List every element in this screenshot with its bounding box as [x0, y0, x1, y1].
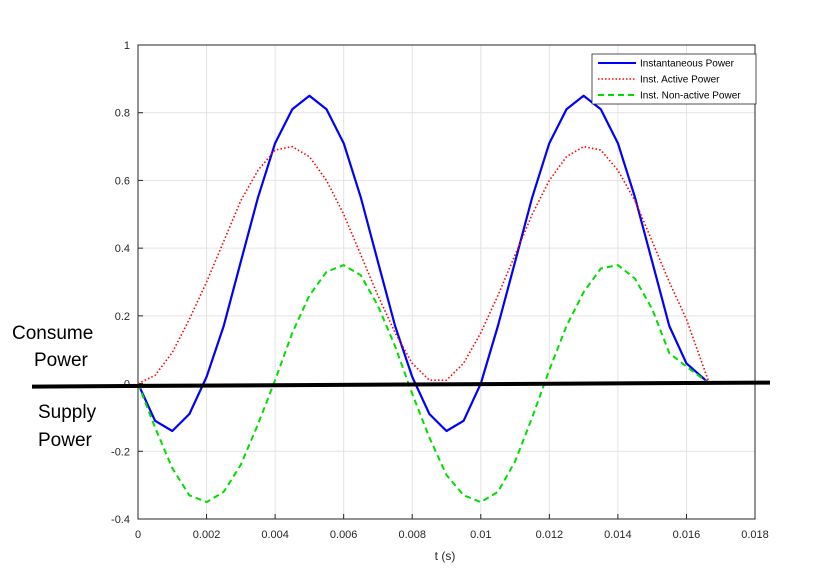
- nonactive-power-line: [137, 264, 710, 504]
- y-tick-label: 0.6: [115, 175, 130, 187]
- supply-power-label: Supply: [38, 402, 97, 423]
- legend-label-instantaneous: Instantaneous Power: [640, 59, 735, 70]
- y-tick-label: -0.2: [111, 446, 130, 458]
- series-layer: [137, 94, 711, 504]
- consume-power-label-2: Power: [34, 350, 89, 371]
- x-tick-label: 0.018: [741, 529, 769, 541]
- legend-label-nonactive: Inst. Non-active Power: [640, 91, 741, 102]
- active-power-line: [137, 145, 711, 385]
- x-tick-label: 0.016: [673, 529, 701, 541]
- x-tick-label: 0.014: [604, 529, 632, 541]
- legend-label-active: Inst. Active Power: [640, 75, 720, 86]
- y-tick-label: -0.4: [111, 514, 130, 526]
- y-tick-label: 0.8: [115, 108, 130, 120]
- legend: Instantaneous Power Inst. Active Power I…: [591, 53, 757, 105]
- x-tick-label: 0.008: [398, 529, 426, 541]
- y-tick-label: 1: [124, 40, 130, 52]
- zero-reference-line: [31, 380, 771, 389]
- x-tick-label: 0.01: [470, 529, 491, 541]
- consume-power-label: Consume: [12, 323, 93, 344]
- y-tick-label: 0.2: [115, 311, 130, 323]
- x-tick-label: 0: [135, 529, 141, 541]
- x-tick-label: 0.012: [536, 529, 564, 541]
- plot-area-frame: [137, 44, 756, 520]
- x-tick-label: 0.004: [261, 529, 289, 541]
- supply-power-label-2: Power: [38, 430, 93, 451]
- axis-ticks: 0 0.002 0.004 0.006 0.008 0.01 0.012 0.014 0.016…: [111, 40, 769, 541]
- x-tick-label: 0.006: [330, 529, 358, 541]
- x-axis-label: t (s): [435, 549, 456, 563]
- instantaneous-power-line: [137, 94, 711, 433]
- y-tick-label: 0.4: [115, 243, 130, 255]
- x-tick-label: 0.002: [193, 529, 221, 541]
